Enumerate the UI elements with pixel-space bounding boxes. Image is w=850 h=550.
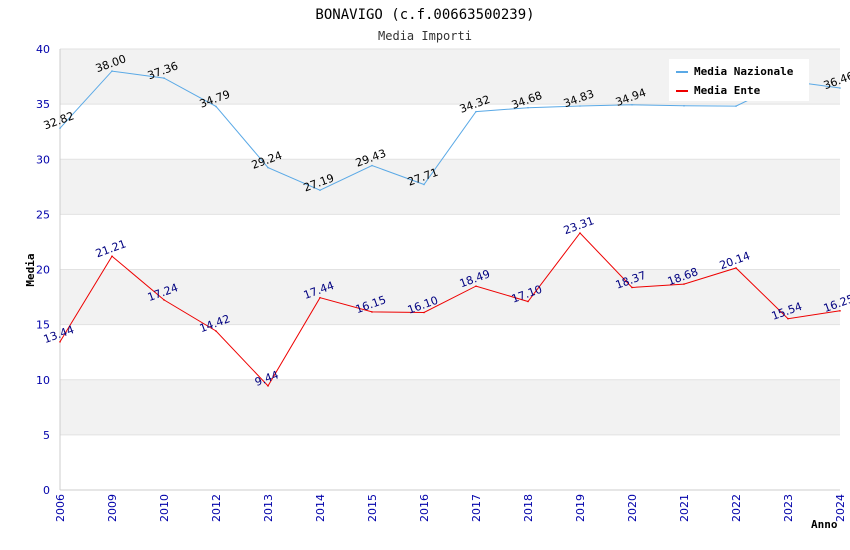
x-tick-label: 2018: [522, 494, 535, 522]
x-tick-label: 2022: [730, 494, 743, 522]
band-20-25: [60, 214, 840, 270]
series-lines: [59, 70, 841, 387]
data-point: [787, 317, 789, 320]
y-tick-label: 35: [36, 98, 50, 111]
x-tick-label: 2016: [418, 494, 431, 522]
data-point: [683, 283, 685, 285]
y-tick-label: 5: [43, 429, 50, 442]
data-point: [371, 164, 373, 167]
gridlines: [59, 48, 840, 491]
y-tick-label: 0: [43, 484, 50, 497]
chart-subtitle: Media Importi: [378, 29, 472, 43]
x-tick-label: 2010: [158, 494, 171, 522]
data-point: [163, 77, 165, 79]
data-point: [475, 285, 477, 287]
x-ticks: 2006 2009 2010 2012 2013 2014 2015 2016 2017 2018…: [54, 494, 847, 522]
data-point: [839, 310, 841, 312]
x-axis-label: Anno: [811, 518, 838, 531]
y-tick-label: 20: [36, 264, 50, 277]
data-point: [475, 110, 477, 113]
data-point: [371, 311, 373, 313]
data-point: [735, 105, 737, 107]
x-tick-label: 2023: [782, 494, 795, 522]
x-tick-label: 2021: [678, 494, 691, 522]
data-point: [163, 299, 165, 301]
data-point: [839, 87, 841, 89]
x-tick-label: 2009: [106, 494, 119, 522]
y-tick-label: 30: [36, 153, 50, 166]
data-point: [319, 296, 321, 299]
data-point: [267, 166, 269, 169]
x-tick-label: 2017: [470, 494, 483, 522]
data-point: [683, 104, 685, 107]
y-tick-label: 10: [36, 374, 50, 387]
x-tick-label: 2013: [262, 494, 275, 522]
y-tick-label: 25: [36, 208, 50, 221]
data-point: [59, 127, 61, 129]
y-ticks: 0 5 10 15 20 25 30 35 40: [36, 43, 50, 497]
data-point: [423, 311, 425, 314]
band-15-20: [60, 269, 840, 325]
data-point: [735, 267, 737, 269]
data-point: [579, 232, 581, 234]
data-point: [215, 330, 217, 332]
series-line-media-nazionale: [59, 70, 841, 191]
data-point: [631, 103, 633, 106]
data-point: [319, 189, 321, 192]
x-tick-label: 2015: [366, 494, 379, 522]
data-point: [267, 385, 269, 387]
data-point: [111, 255, 113, 257]
data-point: [527, 106, 529, 109]
legend-label-media-nazionale: Media Nazionale: [694, 65, 794, 78]
x-tick-label: 2020: [626, 494, 639, 522]
data-point: [215, 105, 217, 108]
data-point: [111, 70, 113, 72]
series-line-media-ente: [59, 232, 841, 387]
band-25-30: [60, 159, 840, 215]
x-tick-label: 2019: [574, 494, 587, 522]
x-tick-label: 2006: [54, 494, 67, 522]
band-0-5: [60, 434, 840, 490]
band-30-35: [60, 104, 840, 160]
x-tick-label: 2014: [314, 494, 327, 522]
data-point: [423, 183, 425, 186]
legend-label-media-ente: Media Ente: [694, 84, 761, 97]
legend-box: [669, 59, 809, 101]
x-tick-label: 2024: [834, 494, 847, 522]
data-point: [527, 300, 529, 303]
band-10-15: [60, 324, 840, 380]
data-point: [579, 105, 581, 107]
chart-title: BONAVIGO (c.f.00663500239): [315, 7, 534, 23]
x-tick-label: 2012: [210, 494, 223, 522]
y-tick-label: 15: [36, 319, 50, 332]
y-tick-label: 40: [36, 43, 50, 56]
data-point: [631, 286, 633, 289]
y-axis-label: Media: [24, 253, 37, 286]
band-5-10: [60, 379, 840, 435]
data-point: [59, 341, 61, 343]
background-bands: [60, 49, 840, 490]
legend: Media Nazionale Media Ente: [669, 59, 809, 101]
